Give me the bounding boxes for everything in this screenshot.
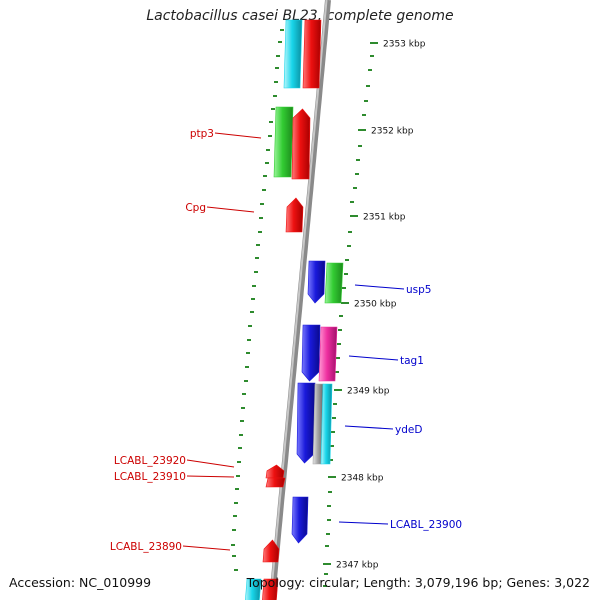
leader-line-tag1 [348,355,399,361]
scale-label-2351-kbp: 2351 kbp [363,213,406,223]
accession-info: Accession: NC_010999 [9,575,151,590]
gene-label-tag1: tag1 [400,355,424,367]
length-label: Length: [363,575,411,590]
gene-label-lcabl-23920: LCABL_23920 [114,455,186,467]
gene-feature-red [302,19,322,89]
genome-backbone-highlight [269,0,328,600]
gene-feature-ptp3-green [273,106,294,178]
gene-feature-lcabl-23890-red [262,539,280,563]
scale-label-2353-kbp: 2353 kbp [383,40,426,50]
accession-label: Accession: [9,575,76,590]
genes-value: 3,022 [554,575,590,590]
scale-label-2348-kbp: 2348 kbp [341,474,384,484]
scale-label-2352-kbp: 2352 kbp [371,127,414,137]
length-value: 3,079,196 bp [414,575,499,590]
leader-line-cpg [206,206,255,213]
scale-label-2347-kbp: 2347 kbp [336,561,379,571]
topology-value: circular [309,575,356,590]
gene-label-ptp3: ptp3 [190,128,214,140]
gene-feature-cyan [283,19,303,89]
gene-label-yded: ydeD [395,424,422,436]
gene-feature-tag1-blue [301,324,321,382]
leader-line-lcabl-23890 [182,545,231,551]
gene-feature-lcabl-23910-red [265,477,286,488]
leader-line-ptp3 [214,132,262,139]
leader-line-yded [344,425,394,430]
gene-label-usp5: usp5 [406,284,431,296]
genome-stats: Topology: circular; Length: 3,079,196 bp… [246,575,590,590]
gene-feature-usp5-green [324,262,344,304]
gene-label-lcabl-23890: LCABL_23890 [110,541,182,553]
gene-feature-yded-cyan [320,383,333,465]
gene-label-lcabl-23910: LCABL_23910 [114,471,186,483]
leader-line-usp5 [354,284,405,290]
genes-label: Genes: [506,575,551,590]
accession-value: NC_010999 [79,575,152,590]
leader-line-lcabl-23920 [186,459,235,468]
gene-feature-lcabl-23920-red [265,464,285,479]
gene-feature-yded-blue [296,382,316,464]
gene-feature-red [262,578,279,600]
gene-feature-cpg-red [285,197,304,233]
gene-label-cpg: Cpg [185,202,206,214]
gene-feature-tag1-magenta [318,326,338,382]
scale-label-2349-kbp: 2349 kbp [347,387,390,397]
gene-feature-usp5-blue [307,260,326,304]
gene-feature-lcabl-23900-blue [291,496,309,544]
gene-label-lcabl-23900: LCABL_23900 [390,519,462,531]
gene-feature-ptp3-red [291,108,311,180]
leader-line-lcabl-23910 [186,475,235,478]
gene-feature-cyan [245,578,262,600]
map-title: Lactobacillus casei BL23, complete genom… [146,8,454,24]
leader-line-lcabl-23900 [338,521,389,525]
genome-backbone [269,0,331,600]
topology-label: Topology: [246,575,306,590]
scale-label-2350-kbp: 2350 kbp [354,300,397,310]
